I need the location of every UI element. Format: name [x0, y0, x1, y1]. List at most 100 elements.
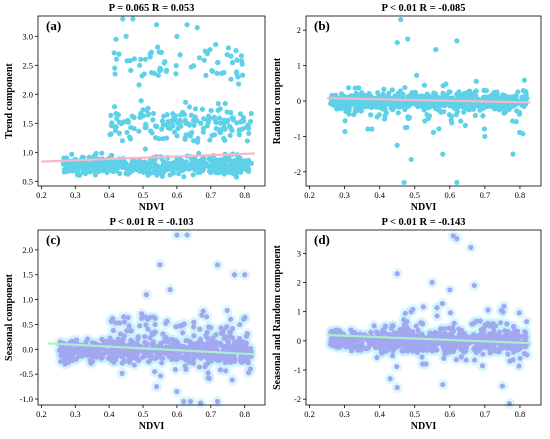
scatter-point	[115, 112, 121, 118]
scatter-point	[471, 357, 478, 363]
scatter-point	[244, 138, 251, 144]
y-tick-label: 1	[297, 307, 301, 317]
scatter-point	[68, 163, 74, 170]
scatter-point	[481, 126, 488, 132]
scatter-point	[83, 170, 89, 177]
scatter-point	[149, 130, 155, 136]
scatter-point	[116, 51, 122, 57]
scatter-point	[201, 156, 207, 162]
scatter-point	[414, 349, 420, 356]
x-tick-label: 0.5	[138, 190, 149, 200]
scatter-point	[151, 341, 157, 347]
scatter-point	[130, 349, 136, 355]
scatter-point	[441, 109, 447, 115]
panel-1: 0.2 0.3 0.4 0.5 0.6 0.7 0.80.51.01.52.02.53.0P…	[4, 3, 266, 213]
scatter-point	[136, 357, 142, 363]
scatter-point	[173, 163, 180, 169]
scatter-point	[62, 356, 68, 362]
scatter-point	[113, 56, 120, 62]
scatter-point	[368, 112, 374, 118]
scatter-point	[405, 115, 411, 122]
scatter-point	[212, 118, 218, 124]
scatter-point	[339, 104, 345, 110]
scatter-point	[227, 132, 233, 139]
scatter-point	[235, 74, 241, 80]
scatter-point	[353, 108, 360, 114]
scatter-point	[433, 47, 439, 53]
scatter-point	[434, 347, 440, 353]
scatter-point	[455, 94, 461, 100]
scatter-point	[356, 85, 362, 91]
scatter-point	[420, 361, 426, 367]
scatter-point	[208, 358, 214, 364]
scatter-point	[395, 110, 401, 116]
scatter-point	[150, 110, 157, 117]
scatter-point	[115, 336, 121, 342]
scatter-point	[61, 155, 67, 161]
scatter-point	[184, 22, 190, 28]
scatter-point	[386, 346, 392, 352]
scatter-point	[425, 102, 432, 108]
scatter-point	[457, 333, 463, 339]
x-tick-label: 0.6	[172, 190, 183, 200]
scatter-point	[344, 344, 350, 350]
scatter-point	[159, 360, 165, 366]
scatter-point	[184, 232, 190, 238]
scatter-point	[228, 161, 235, 168]
scatter-point	[212, 355, 218, 361]
scatter-point	[198, 164, 205, 170]
scatter-point	[126, 350, 132, 356]
x-tick-label: 0.2	[36, 409, 47, 419]
scatter-point	[492, 106, 498, 112]
scatter-point	[410, 94, 416, 101]
scatter-point	[187, 398, 194, 405]
scatter-point	[229, 60, 236, 66]
scatter-point	[209, 168, 215, 174]
scatter-point	[207, 137, 213, 143]
scatter-point	[194, 165, 200, 172]
scatter-point	[349, 339, 355, 346]
scatter-point	[516, 310, 522, 316]
scatter-point	[443, 81, 449, 87]
scatter-point	[171, 129, 178, 135]
scatter-point	[389, 87, 395, 93]
scatter-point	[461, 90, 468, 96]
scatter-point	[513, 119, 519, 125]
scatter-point	[336, 336, 342, 343]
x-tick-label: 0.8	[239, 190, 250, 200]
scatter-point	[516, 111, 523, 117]
scatter-point	[358, 108, 364, 114]
scatter-point	[154, 44, 161, 50]
scatter-point	[449, 345, 456, 351]
scatter-point	[239, 61, 245, 67]
scatter-point	[225, 45, 231, 51]
scatter-point	[199, 352, 206, 358]
scatter-point	[469, 101, 475, 107]
scatter-point	[161, 349, 167, 355]
scatter-point	[127, 357, 133, 364]
trend-line	[48, 342, 255, 356]
scatter-point	[492, 90, 498, 96]
scatter-point	[164, 318, 170, 324]
scatter-point	[117, 331, 123, 337]
y-tick-label: 1.0	[22, 147, 33, 157]
scatter-point	[186, 121, 192, 127]
panel-title: P < 0.01 R = -0.085	[381, 3, 465, 14]
scatter-point	[164, 112, 170, 118]
scatter-point	[473, 93, 479, 99]
scatter-point	[400, 91, 406, 98]
scatter-point	[523, 89, 529, 95]
scatter-point	[172, 366, 179, 373]
scatter-point	[374, 354, 380, 361]
scatter-point	[365, 126, 371, 132]
scatter-point	[200, 129, 206, 135]
scatter-point	[375, 90, 381, 96]
scatter-point	[203, 72, 209, 79]
scatter-point	[223, 165, 229, 172]
scatter-point	[394, 341, 400, 347]
x-axis-label: NDVI	[139, 421, 165, 432]
scatter-point	[191, 319, 197, 325]
scatter-point	[458, 118, 464, 124]
scatter-point	[371, 323, 377, 329]
scatter-point	[142, 146, 148, 152]
